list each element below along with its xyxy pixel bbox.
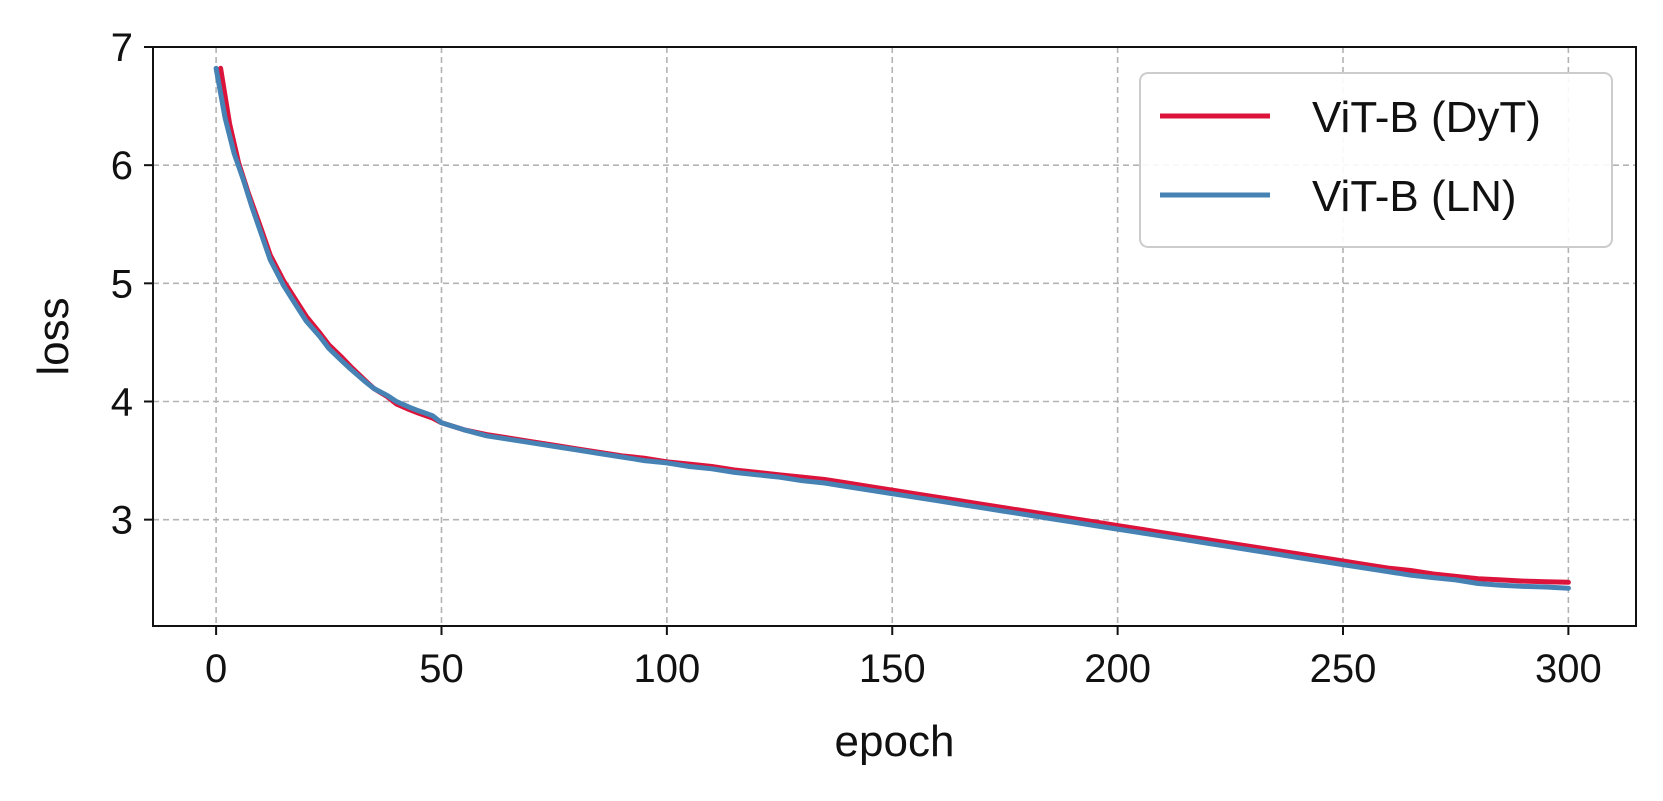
plot-frame <box>152 46 1637 627</box>
x-tick-label: 50 <box>419 647 464 691</box>
x-tick-label: 0 <box>205 647 227 691</box>
y-tick-label: 4 <box>111 380 133 424</box>
series-layer <box>213 65 1571 591</box>
x-axis-label: epoch <box>835 717 955 766</box>
y-tick-label: 6 <box>111 144 133 188</box>
y-tick-label: 5 <box>111 262 133 306</box>
legend: ViT-B (DyT) ViT-B (LN) <box>1139 72 1613 248</box>
legend-label-ln: ViT-B (LN) <box>1312 172 1517 221</box>
tick-layer: 0 50 100 150 200 250 300 3 4 5 6 7 <box>111 26 1602 691</box>
x-tick-label: 150 <box>859 647 926 691</box>
x-tick-label: 250 <box>1310 647 1377 691</box>
legend-label-dyt: ViT-B (DyT) <box>1312 93 1541 142</box>
y-axis-label: loss <box>29 297 78 375</box>
y-tick-label: 7 <box>111 26 133 70</box>
x-tick-label: 100 <box>633 647 700 691</box>
y-tick-label: 3 <box>111 499 133 543</box>
x-tick-label: 200 <box>1084 647 1151 691</box>
series-line-ln <box>213 65 1571 591</box>
x-tick-label: 300 <box>1535 647 1602 691</box>
